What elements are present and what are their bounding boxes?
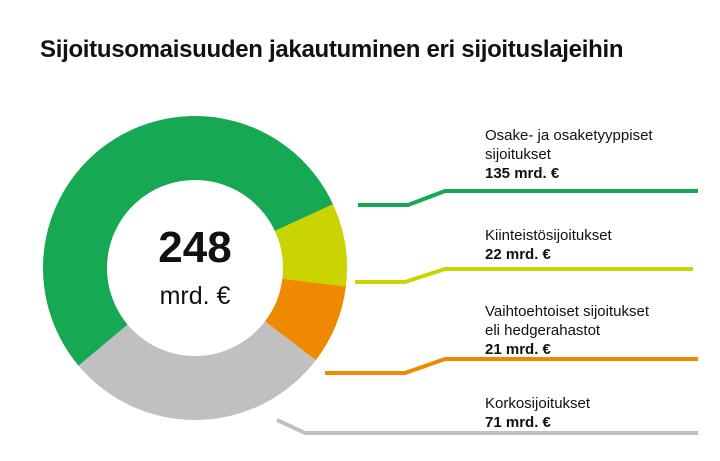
slice-fixed-income — [78, 321, 316, 420]
total-value: 248 — [158, 223, 232, 272]
legend-label-alternative: Vaihtoehtoiset sijoitukset eli hedgeraha… — [485, 302, 649, 359]
slice-equity — [43, 115, 333, 366]
leader-line-real-estate — [355, 267, 693, 284]
chart-title: Sijoitusomaisuuden jakautuminen eri sijo… — [40, 36, 624, 63]
legend-label-equity: Osake- ja osaketyyppiset sijoitukset 135… — [485, 126, 653, 183]
legend-value: 135 mrd. € — [485, 165, 560, 182]
legend-name-line: Korkosijoitukset — [485, 395, 591, 412]
slice-alternative — [264, 278, 346, 361]
legend-value: 21 mrd. € — [485, 341, 551, 358]
leader-line-fixed-income — [276, 418, 698, 435]
legend-name-line: Osake- ja osaketyyppiset — [485, 127, 653, 144]
legend-name-line: sijoitukset — [485, 146, 551, 163]
legend-value: 22 mrd. € — [485, 246, 551, 263]
legend-value: 71 mrd. € — [485, 414, 551, 431]
legend-name-line: Kiinteistösijoitukset — [485, 227, 612, 244]
legend-label-real-estate: Kiinteistösijoitukset 22 mrd. € — [485, 226, 612, 264]
slice-real-estate — [274, 204, 347, 287]
legend-name-line: Vaihtoehtoiset sijoitukset — [485, 303, 649, 320]
leader-line-equity — [358, 189, 698, 207]
leader-line-alternative — [325, 357, 698, 375]
legend-name-line: eli hedgerahastot — [485, 322, 601, 339]
legend-label-fixed-income: Korkosijoitukset 71 mrd. € — [485, 394, 590, 432]
total-unit: mrd. € — [159, 282, 231, 310]
